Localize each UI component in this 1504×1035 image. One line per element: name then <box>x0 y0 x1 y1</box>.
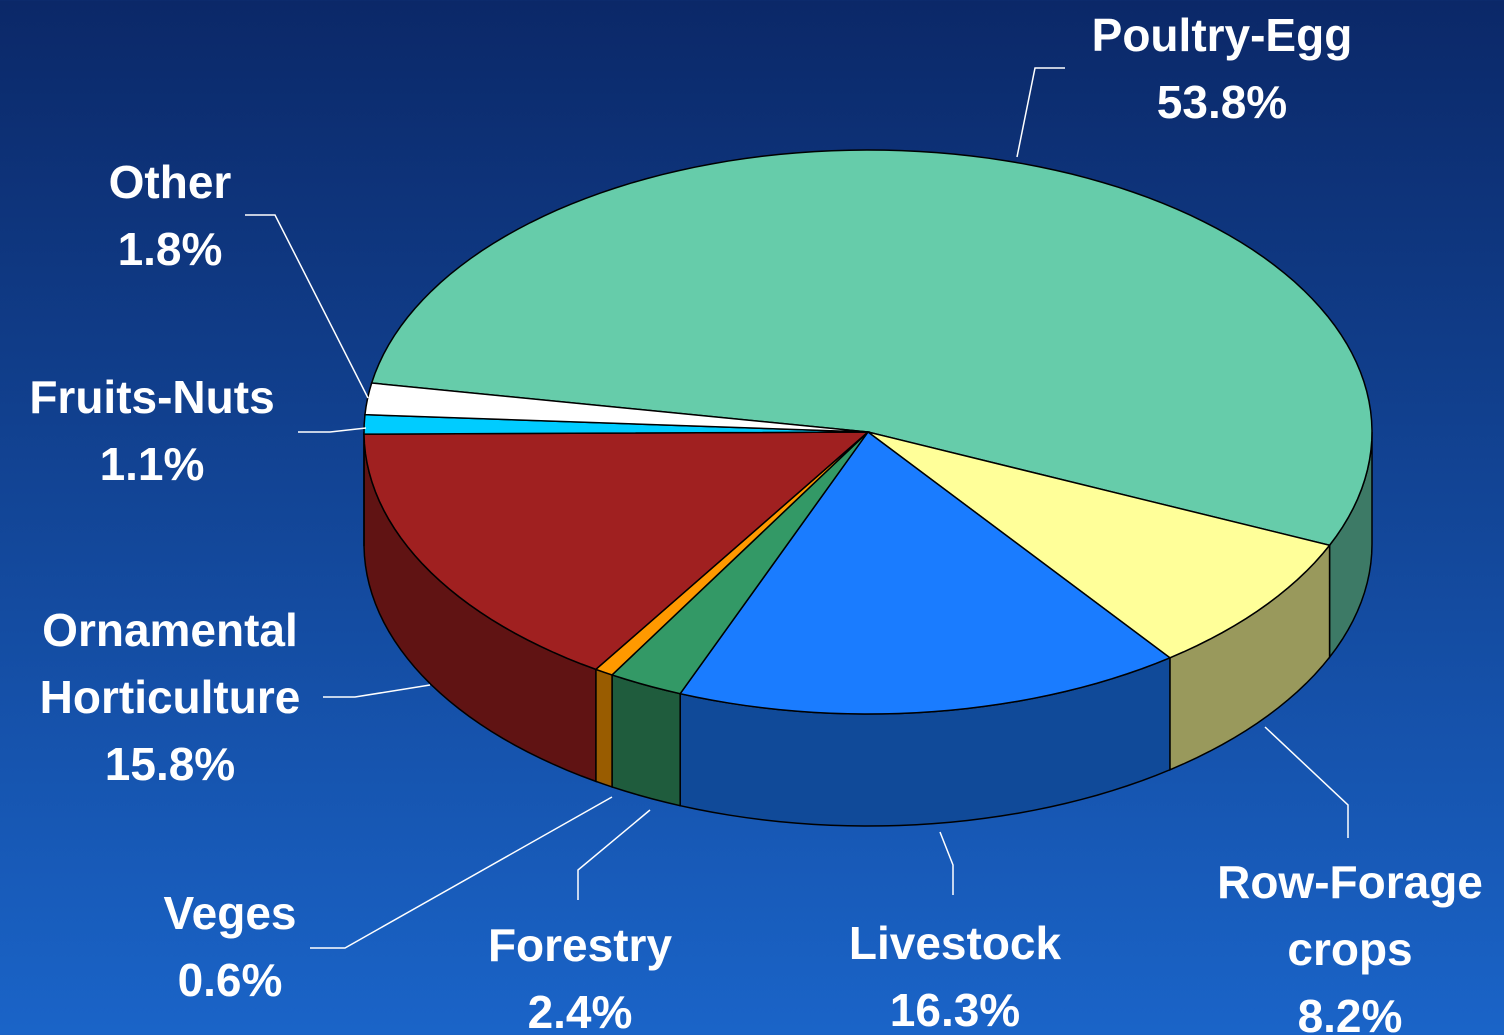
value-label: 2.4% <box>527 986 633 1035</box>
slice-side <box>611 673 681 807</box>
category-label: Other <box>108 156 232 208</box>
category-label: Veges <box>163 887 297 939</box>
category-label: Row-Forage crops <box>1217 856 1483 975</box>
slice <box>363 431 871 671</box>
slice-label: Fruits-Nuts 1.1% <box>0 364 312 498</box>
slice-label: Row-Forage crops 8.2% <box>1195 849 1504 1035</box>
leader-line <box>1016 67 1065 158</box>
slice-label: Ornamental Horticulture 15.8% <box>20 597 320 798</box>
leader-line <box>323 684 431 698</box>
slice-label: Poultry-Egg 53.8% <box>1012 2 1432 136</box>
value-label: 1.8% <box>117 223 223 275</box>
value-label: 15.8% <box>104 738 236 790</box>
leader-line <box>577 809 651 900</box>
leader-line <box>310 796 613 949</box>
leader-line <box>298 427 367 433</box>
leader-line <box>939 831 954 895</box>
slice <box>610 431 869 695</box>
value-label: 16.3% <box>889 984 1021 1035</box>
slice-label: Livestock 16.3% <box>755 910 1155 1035</box>
slice-label: Other 1.8% <box>20 149 320 283</box>
slice <box>678 430 1172 715</box>
category-label: Poultry-Egg <box>1091 9 1353 61</box>
value-label: 53.8% <box>1156 76 1288 128</box>
leader-line <box>1264 726 1349 838</box>
slice <box>867 431 1331 659</box>
category-label: Forestry <box>487 919 673 971</box>
category-label: Fruits-Nuts <box>29 371 275 423</box>
value-label: 8.2% <box>1297 990 1403 1035</box>
slice <box>364 382 869 433</box>
category-label: Ornamental Horticulture <box>39 604 301 723</box>
category-label: Livestock <box>848 917 1062 969</box>
leader-line <box>245 214 369 399</box>
slice-side <box>595 668 613 788</box>
slice-label: Veges 0.6% <box>80 880 380 1014</box>
value-label: 0.6% <box>177 954 283 1006</box>
value-label: 1.1% <box>99 438 205 490</box>
slice <box>370 149 1373 547</box>
slice-label: Forestry 2.4% <box>380 912 780 1035</box>
